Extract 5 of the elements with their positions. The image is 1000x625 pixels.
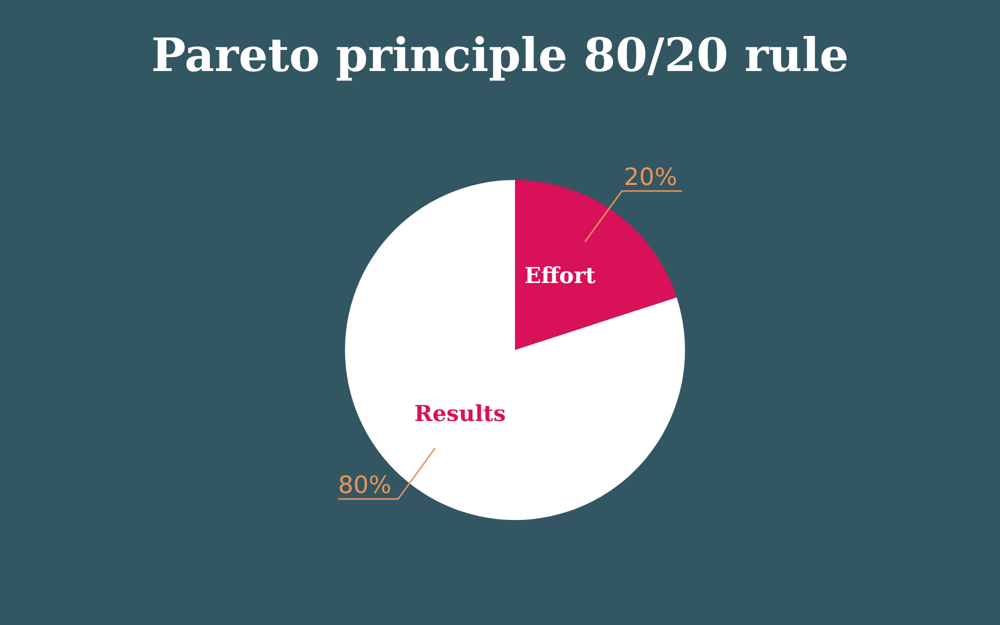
slice-label: Effort: [524, 263, 596, 290]
data-label: 20%: [624, 162, 678, 191]
chart-title: Pareto principle 80/20 rule: [150, 28, 850, 82]
slice-label: Results: [414, 400, 506, 427]
data-label: 80%: [338, 471, 392, 500]
